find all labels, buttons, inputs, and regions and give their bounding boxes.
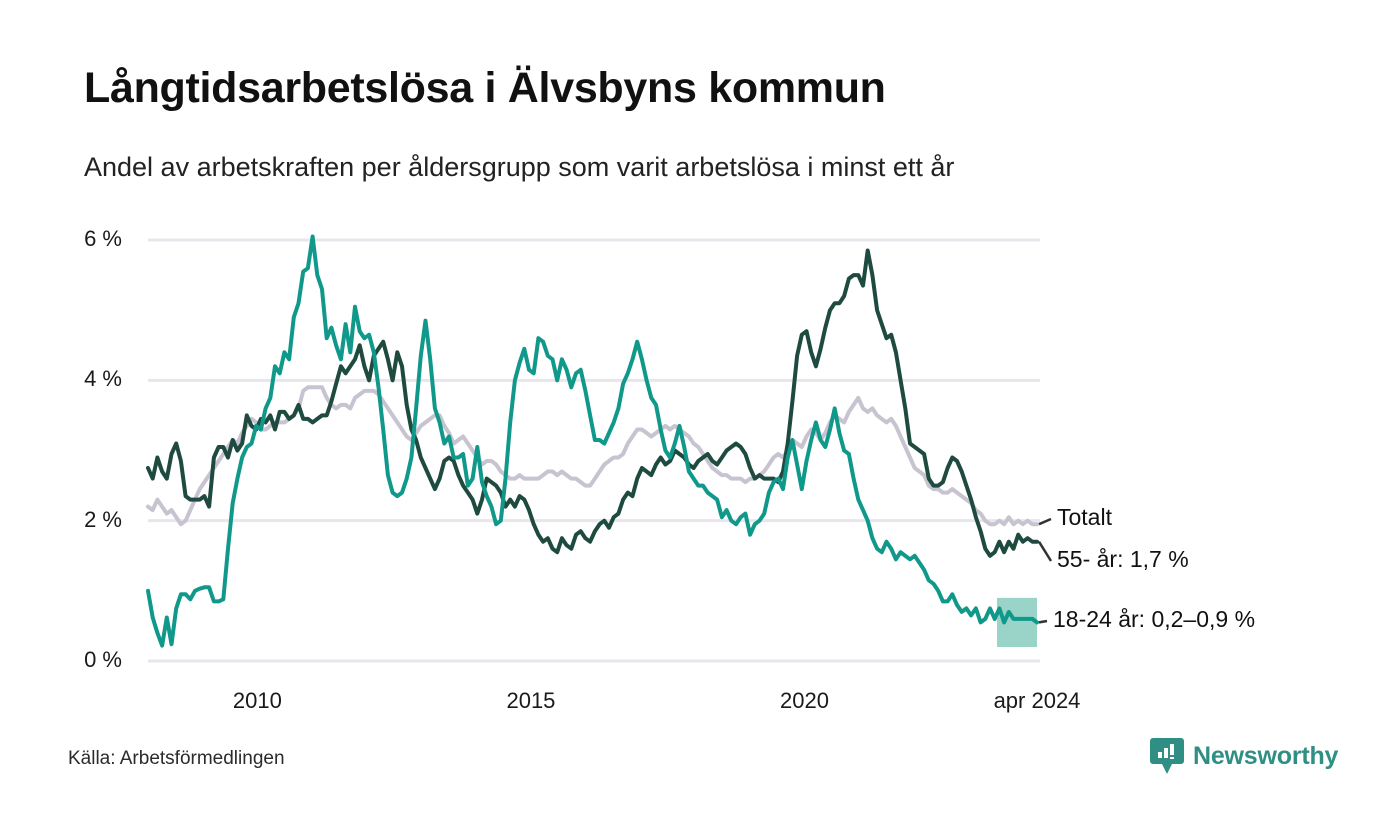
newsworthy-bar-chart-pin-icon — [1150, 738, 1184, 774]
page-title: Långtidsarbetslösa i Älvsbyns kommun — [84, 64, 886, 112]
y-tick-label: 0 % — [84, 647, 122, 672]
series-lines — [146, 234, 1039, 648]
newsworthy-logo: Newsworthy — [1150, 738, 1338, 775]
chart-subtitle: Andel av arbetskraften per åldersgrupp s… — [84, 152, 955, 182]
series-label-55-plus: 55- år: 1,7 % — [1057, 546, 1189, 572]
x-tick-label: 2010 — [232, 688, 282, 713]
x-tick-label: 2020 — [780, 688, 829, 713]
x-tick-label: 2015 — [506, 688, 556, 713]
logo-wordmark: Newsworthy — [1193, 742, 1339, 770]
source-note: Källa: Arbetsförmedlingen — [68, 748, 285, 769]
gridlines — [148, 238, 1040, 663]
series-label-18-24: 18-24 år: 0,2–0,9 % — [1053, 606, 1256, 632]
y-tick-label: 2 % — [84, 506, 122, 532]
y-tick-label: 6 % — [84, 226, 122, 251]
x-tick-label: apr 2024 — [993, 688, 1081, 713]
series-label-total: Totalt — [1057, 504, 1112, 530]
legend-connectors — [1037, 517, 1053, 624]
y-tick-label: 4 % — [84, 366, 122, 392]
